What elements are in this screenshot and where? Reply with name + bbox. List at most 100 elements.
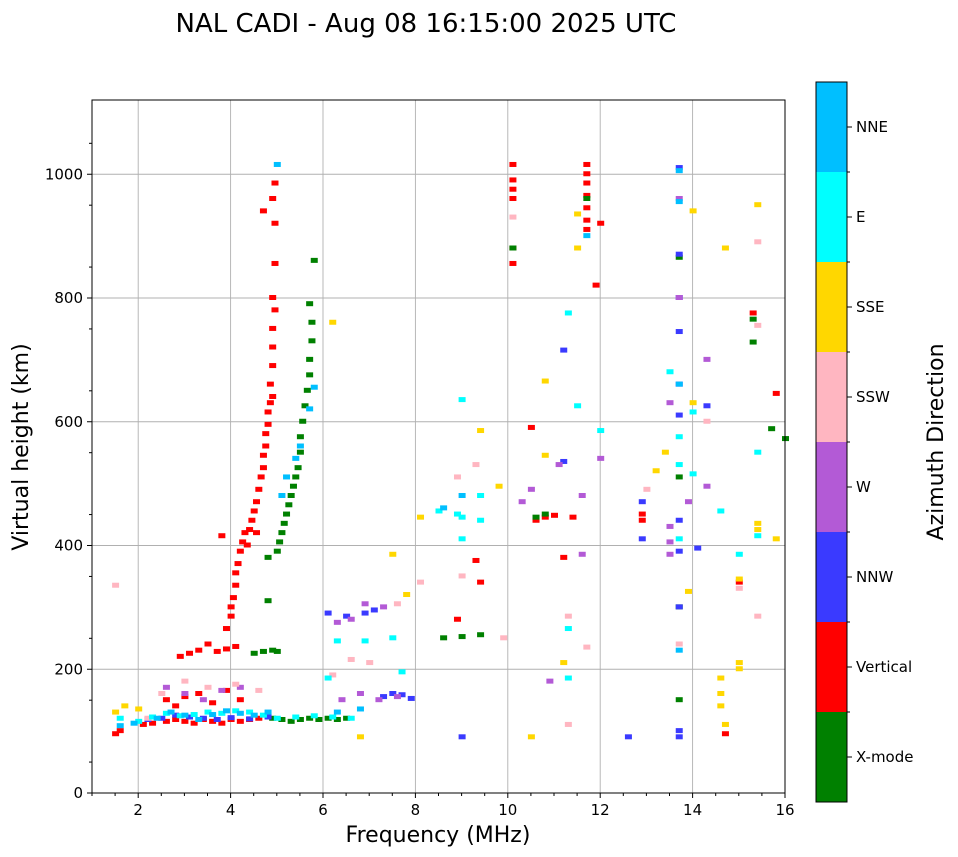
data-point — [253, 499, 261, 505]
data-point — [675, 697, 683, 703]
colorbar-segment — [816, 352, 847, 442]
data-point — [717, 691, 725, 696]
data-point — [144, 715, 152, 721]
data-point — [768, 426, 776, 432]
data-point — [453, 511, 461, 517]
data-point — [564, 675, 572, 681]
data-point — [264, 421, 272, 427]
data-point — [236, 718, 244, 724]
data-point — [255, 486, 263, 492]
data-point — [689, 471, 697, 477]
data-point — [296, 443, 304, 449]
data-point — [347, 715, 355, 721]
x-tick-label: 14 — [683, 801, 702, 819]
data-point — [116, 723, 124, 729]
y-tick-label: 1000 — [45, 165, 83, 183]
data-point — [458, 493, 466, 498]
data-point — [477, 632, 485, 638]
data-point — [380, 694, 388, 700]
data-point — [204, 641, 212, 647]
data-point — [366, 660, 374, 666]
data-point — [389, 635, 397, 641]
data-point — [675, 381, 683, 387]
data-point — [541, 378, 549, 384]
data-point — [689, 208, 697, 214]
data-point — [509, 260, 517, 266]
series-w — [162, 196, 711, 703]
series-x-mode — [250, 196, 789, 724]
data-point — [675, 168, 683, 174]
data-point — [458, 734, 466, 740]
y-tick-label: 200 — [54, 660, 83, 678]
data-point — [181, 718, 189, 724]
data-point — [555, 462, 563, 468]
colorbar-label: W — [856, 478, 871, 496]
data-point — [218, 533, 226, 539]
data-point — [266, 400, 274, 406]
data-point — [717, 508, 725, 514]
data-point — [236, 697, 244, 703]
data-point — [624, 734, 632, 740]
data-point — [266, 381, 274, 387]
data-point — [269, 344, 277, 350]
data-point — [158, 715, 166, 721]
data-point — [675, 412, 683, 418]
data-point — [509, 186, 517, 192]
data-point — [675, 604, 683, 610]
data-point — [338, 697, 346, 703]
data-point — [675, 196, 683, 201]
data-point — [754, 520, 762, 526]
data-point — [296, 716, 304, 722]
data-point — [472, 557, 480, 563]
data-point — [264, 598, 272, 604]
data-point — [564, 721, 572, 727]
data-point — [689, 400, 697, 406]
data-point — [703, 356, 711, 362]
data-point — [329, 714, 337, 720]
data-point — [278, 716, 286, 722]
x-tick-label: 2 — [133, 801, 143, 819]
data-point — [583, 161, 591, 167]
data-point — [232, 643, 240, 649]
data-point — [195, 691, 203, 696]
data-point — [329, 672, 337, 678]
data-point — [199, 715, 207, 721]
data-point — [172, 716, 180, 722]
data-point — [675, 474, 683, 480]
data-point — [717, 703, 725, 709]
x-tick-label: 12 — [591, 801, 610, 819]
data-point — [675, 517, 683, 523]
data-point — [583, 226, 591, 232]
data-point — [227, 715, 235, 721]
data-point — [324, 610, 332, 616]
data-point — [564, 613, 572, 619]
data-point — [269, 394, 277, 399]
data-point — [306, 406, 314, 412]
data-point — [509, 177, 517, 183]
data-point — [675, 254, 683, 260]
data-point — [271, 220, 279, 226]
colorbar-frame — [815, 81, 848, 803]
data-point — [116, 715, 124, 721]
data-point — [370, 607, 378, 613]
data-point — [149, 714, 157, 720]
data-point — [236, 710, 244, 716]
data-point — [551, 512, 558, 518]
data-point — [227, 613, 235, 619]
data-point — [250, 508, 258, 514]
data-point — [541, 511, 549, 517]
data-point — [772, 536, 780, 542]
data-point — [703, 403, 711, 409]
data-point — [135, 706, 143, 712]
data-point — [310, 713, 318, 719]
data-point — [361, 601, 369, 607]
data-point — [541, 452, 549, 458]
data-point — [375, 697, 383, 703]
data-point — [299, 418, 307, 424]
colorbar-segment — [816, 532, 847, 622]
data-point — [361, 610, 369, 616]
data-point — [264, 409, 272, 415]
data-point — [271, 260, 279, 266]
data-point — [269, 295, 277, 300]
